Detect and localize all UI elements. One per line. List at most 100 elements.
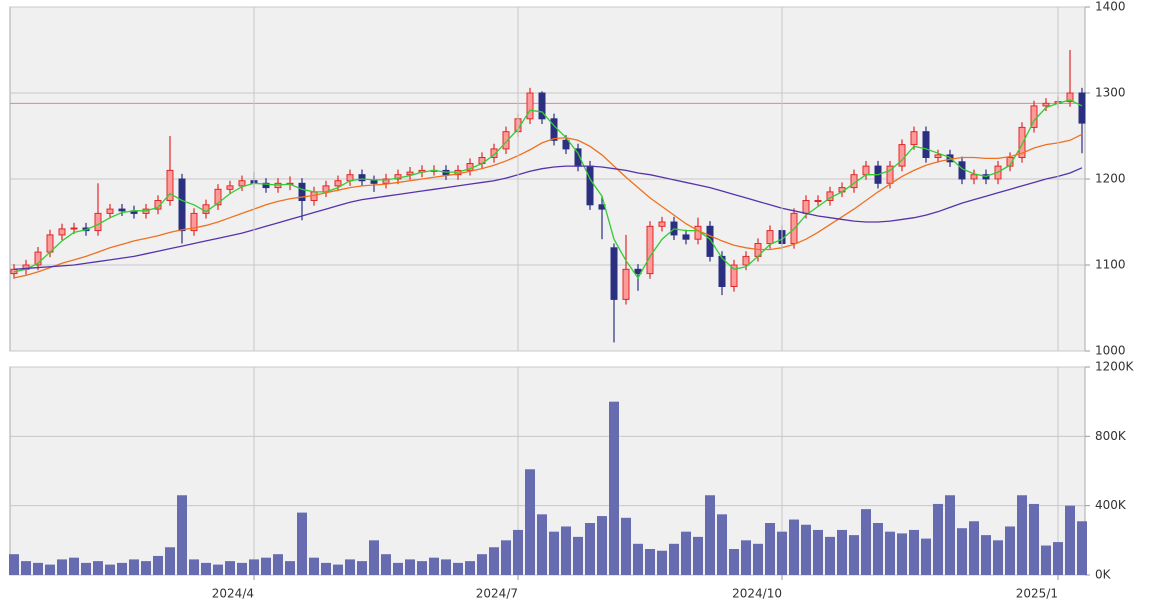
candle-body	[718, 255, 726, 287]
volume-bar	[873, 523, 883, 575]
volume-bar	[489, 547, 499, 575]
y-tick-label: 1100	[1095, 258, 1126, 272]
volume-bar	[1029, 503, 1039, 575]
volume-bar	[273, 554, 283, 575]
y-tick-label: 400K	[1095, 498, 1127, 512]
moving-average	[13, 133, 1083, 279]
candle-body	[682, 234, 690, 240]
candle-body	[706, 225, 714, 257]
volume-bar	[801, 524, 811, 575]
candle-body	[862, 165, 870, 176]
candle-body	[910, 131, 918, 146]
candle-body	[730, 264, 738, 287]
volume-bar	[933, 503, 943, 575]
volume-bar	[1065, 505, 1075, 575]
volume-bar	[501, 540, 511, 575]
x-tick-label: 2024/4	[212, 587, 254, 601]
volume-bar	[81, 562, 91, 575]
y-tick-label: 1400	[1095, 0, 1126, 14]
volume-bar	[429, 557, 439, 575]
candle-body	[70, 227, 78, 230]
volume-bar	[21, 561, 31, 575]
volume-bar	[729, 549, 739, 575]
volume-bar	[513, 529, 523, 575]
volume-bar	[945, 495, 955, 575]
volume-bar	[153, 555, 163, 575]
volume-bar	[201, 562, 211, 575]
candle-body	[118, 208, 126, 212]
candle-body	[646, 225, 654, 275]
y-tick-label: 1200	[1095, 172, 1126, 186]
candle-body	[1042, 102, 1050, 107]
candle-body	[814, 200, 822, 202]
y-tick-label: 1200K	[1095, 360, 1135, 374]
volume-bar	[129, 559, 139, 575]
volume-bar	[309, 557, 319, 575]
candle-body	[334, 180, 342, 187]
candle-body	[562, 139, 570, 150]
volume-bar	[393, 562, 403, 575]
candle-body	[886, 165, 894, 184]
volume-bar	[609, 401, 619, 575]
volume-bar	[33, 562, 43, 575]
volume-bar	[45, 564, 55, 575]
candle-body	[658, 221, 666, 227]
volume-bar	[417, 561, 427, 575]
volume-bar	[909, 529, 919, 575]
volume-bar	[813, 529, 823, 575]
candle-body	[1066, 92, 1074, 103]
volume-bar	[885, 531, 895, 575]
candle-body	[94, 212, 102, 232]
volume-bar	[837, 529, 847, 575]
volume-bar	[693, 536, 703, 575]
volume-bar	[993, 540, 1003, 575]
volume-bar	[381, 554, 391, 575]
volume-bar	[561, 526, 571, 575]
candle-body	[406, 171, 414, 176]
volume-bar	[453, 562, 463, 575]
candle-body	[226, 185, 234, 190]
volume-bar	[717, 514, 727, 575]
candle-body	[358, 174, 366, 182]
candle-body	[586, 165, 594, 206]
volume-bar	[1041, 545, 1051, 575]
candle-body	[766, 230, 774, 245]
x-tick-label: 2025/1	[1016, 587, 1058, 601]
moving-average	[13, 165, 1083, 270]
candle-body	[490, 148, 498, 158]
volume-bar	[213, 564, 223, 575]
volume-bar	[261, 557, 271, 575]
volume-bar	[585, 523, 595, 575]
volume-bar	[9, 554, 19, 575]
volume-bar	[141, 561, 151, 575]
candle-body	[382, 178, 390, 184]
volume-bar	[441, 559, 451, 575]
y-tick-label: 1300	[1095, 86, 1126, 100]
candle-body	[238, 180, 246, 187]
volume-bar	[405, 559, 415, 575]
candle-body	[610, 247, 618, 300]
candle-body	[922, 131, 930, 158]
volume-bar	[93, 561, 103, 575]
candle-body	[214, 188, 222, 206]
candle-body	[958, 161, 966, 180]
volume-bar	[165, 547, 175, 575]
volume-bar	[1017, 495, 1027, 575]
x-tick-label: 2024/7	[476, 587, 518, 601]
volume-bar	[297, 512, 307, 575]
volume-bar	[825, 536, 835, 575]
candle-body	[370, 180, 378, 184]
volume-bar	[345, 559, 355, 575]
candle-body	[34, 251, 42, 266]
volume-bar	[765, 523, 775, 575]
volume-bar	[645, 549, 655, 575]
candle-body	[166, 169, 174, 201]
volume-bar	[177, 495, 187, 575]
candle-body	[742, 255, 750, 266]
volume-bar	[105, 564, 115, 575]
volume-bar	[981, 535, 991, 575]
candle-body	[1006, 157, 1014, 167]
volume-bar	[57, 559, 67, 575]
